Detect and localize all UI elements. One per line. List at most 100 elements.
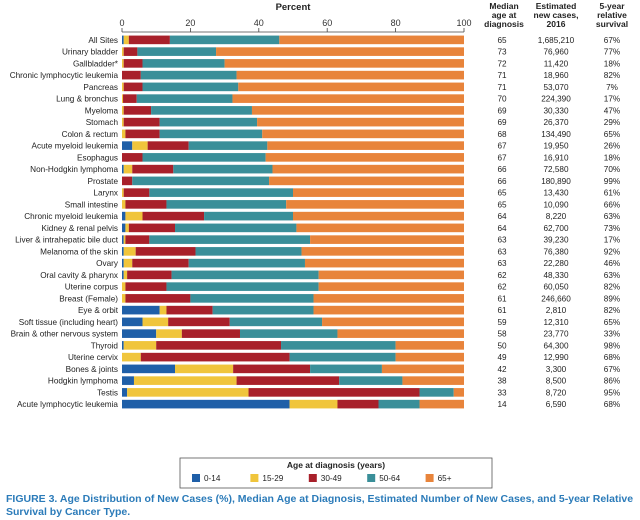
legend-swatch-0-14 [192, 474, 200, 482]
bar-testis-65+ [453, 388, 464, 397]
bar-ovary-15-29 [123, 258, 133, 268]
new-cases-thyroid: 64,300 [543, 341, 568, 350]
median-age-header: Median age at diagnosis [484, 1, 524, 29]
bar-pancreas-30-49 [123, 82, 143, 92]
legend-label-15-29: 15-29 [262, 474, 283, 483]
survival-bones-joints: 67% [604, 365, 620, 374]
bar-colon-rectum-30-49 [125, 129, 160, 139]
bar-chronic-myeloid-leukemia-50-64 [204, 211, 293, 221]
bar-myeloma-15-29 [122, 106, 124, 115]
bar-brain-other-nervous-system-65+ [337, 329, 464, 338]
survival-gallbladder: 18% [604, 59, 620, 68]
bar-eye-orbit-0-14 [122, 305, 160, 315]
bar-kidney-renal-pelvis-65+ [296, 223, 464, 233]
row-label-myeloma: Myeloma [85, 106, 119, 115]
bar-stomach-30-49 [123, 117, 160, 127]
bar-urinary-bladder-65+ [216, 47, 464, 56]
bar-myeloma-65+ [251, 106, 464, 115]
bar-soft-tissue-including-heart-15-29 [142, 317, 169, 327]
legend-box [179, 457, 493, 489]
new-cases-lung-bronchus: 224,390 [541, 95, 571, 104]
row-label-liver-intrahepatic-bile-duct: Liver & intrahepatic bile duct [15, 236, 119, 245]
survival-testis: 95% [604, 388, 620, 397]
bar-acute-lymphocytic-leukemia-15-29 [289, 399, 338, 409]
bar-brain-other-nervous-system-30-49 [181, 329, 240, 338]
x-axis-title: Percent [276, 2, 312, 13]
bar-larynx-30-49 [123, 188, 150, 197]
survival-header: 5-year relative survival [595, 1, 629, 29]
new-cases-non-hodgkin-lymphoma: 72,580 [543, 165, 568, 174]
bar-gallbladder-65+ [224, 59, 464, 68]
bar-melanoma-of-the-skin-15-29 [123, 247, 136, 256]
row-label-soft-tissue-including-heart: Soft tissue (including heart) [19, 318, 118, 327]
bar-soft-tissue-including-heart-0-14 [122, 317, 143, 327]
row-label-gallbladder: Gallbladder* [73, 59, 119, 68]
row-label-thyroid: Thyroid [91, 341, 119, 350]
new-cases-uterine-cervix: 12,990 [543, 353, 568, 362]
row-label-esophagus: Esophagus [77, 153, 118, 162]
median-age-acute-myeloid-leukemia: 67 [497, 142, 507, 151]
bar-larynx-15-29 [122, 188, 124, 197]
bar-lung-bronchus-65+ [232, 94, 464, 103]
new-cases-kidney-renal-pelvis: 62,700 [543, 224, 568, 233]
bar-uterine-cervix-30-49 [140, 352, 290, 362]
bar-bones-joints-0-14 [122, 364, 176, 374]
bar-eye-orbit-65+ [313, 305, 464, 315]
bar-chronic-myeloid-leukemia-65+ [293, 211, 464, 221]
median-age-uterine-cervix: 49 [497, 353, 507, 362]
bar-larynx-65+ [293, 188, 464, 197]
median-age-chronic-lymphocytic-leukemia: 71 [497, 71, 507, 80]
new-cases-header: Estimated new cases, 2016 [533, 1, 579, 29]
x-tick-label-20: 20 [185, 18, 195, 28]
bar-bones-joints-15-29 [175, 364, 234, 374]
bar-non-hodgkin-lymphoma-0-14 [122, 164, 124, 174]
bar-lung-bronchus-50-64 [136, 94, 233, 103]
row-label-lung-bronchus: Lung & bronchus [56, 95, 118, 104]
bar-non-hodgkin-lymphoma-50-64 [173, 164, 273, 174]
bar-stomach-50-64 [159, 117, 258, 127]
figure-caption: FIGURE 3. Age Distribution of New Cases … [6, 493, 634, 518]
survival-colon-rectum: 65% [604, 130, 620, 139]
new-cases-small-intestine: 10,090 [543, 200, 568, 209]
bar-acute-myeloid-leukemia-0-14 [122, 141, 133, 150]
bar-pancreas-50-64 [142, 82, 239, 92]
bar-all-sites-15-29 [123, 35, 129, 45]
new-cases-gallbladder: 11,420 [544, 59, 569, 68]
bar-kidney-renal-pelvis-30-49 [128, 223, 176, 233]
bar-melanoma-of-the-skin-0-14 [122, 247, 124, 256]
new-cases-uterine-corpus: 60,050 [543, 283, 568, 292]
bar-eye-orbit-15-29 [159, 305, 167, 315]
survival-stomach: 29% [604, 118, 620, 127]
survival-liver-intrahepatic-bile-duct: 17% [604, 236, 620, 245]
bar-pancreas-15-29 [122, 82, 124, 92]
bar-soft-tissue-including-heart-65+ [322, 317, 464, 327]
median-age-non-hodgkin-lymphoma: 66 [497, 165, 507, 174]
survival-lung-bronchus: 17% [604, 95, 620, 104]
bar-brain-other-nervous-system-0-14 [122, 329, 157, 338]
new-cases-hodgkin-lymphoma: 8,500 [546, 377, 567, 386]
bar-acute-myeloid-leukemia-15-29 [132, 141, 148, 150]
median-age-esophagus: 67 [497, 153, 507, 162]
bar-prostate-65+ [269, 176, 464, 186]
bar-liver-intrahepatic-bile-duct-50-64 [149, 235, 311, 244]
bar-ovary-50-64 [188, 258, 305, 268]
bar-bones-joints-65+ [381, 364, 464, 374]
median-age-pancreas: 71 [497, 83, 507, 92]
new-cases-acute-lymphocytic-leukemia: 6,590 [546, 400, 567, 409]
bar-acute-myeloid-leukemia-50-64 [188, 141, 268, 150]
bar-stomach-65+ [257, 117, 464, 127]
bar-gallbladder-30-49 [123, 59, 143, 68]
median-age-oral-cavity-pharynx: 62 [497, 271, 507, 280]
median-age-urinary-bladder: 73 [497, 48, 507, 57]
survival-myeloma: 47% [604, 106, 620, 115]
survival-melanoma-of-the-skin: 92% [604, 247, 620, 256]
bar-kidney-renal-pelvis-50-64 [175, 223, 297, 233]
row-label-stomach: Stomach [86, 118, 119, 127]
new-cases-acute-myeloid-leukemia: 19,950 [543, 142, 568, 151]
new-cases-liver-intrahepatic-bile-duct: 39,230 [543, 236, 568, 245]
median-age-chronic-myeloid-leukemia: 64 [497, 212, 507, 221]
median-age-melanoma-of-the-skin: 63 [497, 247, 507, 256]
new-cases-breast-female: 246,660 [541, 294, 571, 303]
bar-hodgkin-lymphoma-50-64 [339, 376, 403, 385]
